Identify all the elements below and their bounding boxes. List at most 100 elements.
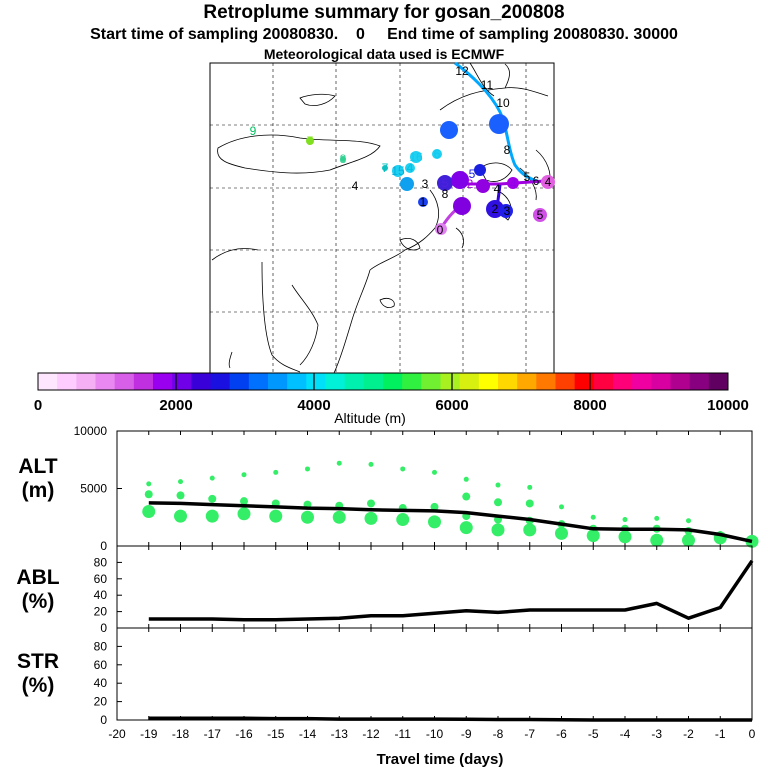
colorbar-swatch: [498, 373, 518, 390]
colorbar-swatch: [536, 373, 556, 390]
altitude-cluster-point: [682, 533, 695, 547]
map-day-label: 6: [434, 147, 441, 161]
altitude-cluster-point: [144, 490, 153, 499]
map-day-label: 4: [510, 177, 517, 191]
altitude-cluster-point: [428, 515, 441, 529]
plume-cluster-circle: [405, 163, 415, 173]
x-tick-label: -3: [651, 727, 662, 741]
altitude-cluster-point: [332, 510, 346, 524]
alt-label-line1: ALT: [18, 455, 58, 478]
colorbar-swatch: [632, 373, 652, 390]
y-tick-label: 0: [100, 539, 107, 553]
panel-frame: [116, 545, 753, 629]
plume-cluster-circle: [418, 197, 428, 207]
panel-frame: [116, 627, 753, 721]
altitude-cluster-point: [240, 497, 248, 506]
y-tick-label: 40: [94, 676, 108, 690]
map-day-label: 16: [409, 150, 423, 164]
map-day-label: 10: [496, 96, 510, 110]
x-tick-label: -20: [108, 727, 126, 741]
altitude-cluster-point: [555, 526, 568, 540]
altitude-cluster-point: [142, 505, 156, 518]
colorbar-swatch: [210, 373, 231, 390]
altitude-colorbar: 0 2000 4000 6000 8000 10000: [34, 372, 749, 414]
colorbar-swatch: [172, 373, 192, 390]
plume-cluster-circle: [476, 179, 490, 193]
y-tick-label: 40: [94, 588, 108, 602]
map-day-label: 9: [250, 124, 257, 138]
altitude-cluster-point: [622, 517, 628, 523]
plume-cluster-circle: [392, 165, 404, 177]
x-tick-label: -8: [493, 727, 504, 741]
abl-panel-label: ABL (%): [10, 566, 66, 614]
altitude-cluster-point: [301, 510, 314, 524]
abl-panel: 0 20 40 60 80: [94, 545, 754, 635]
map-day-label: 3: [422, 177, 429, 191]
x-tick-label: -13: [331, 727, 349, 741]
colorbar-swatch: [383, 373, 403, 390]
altitude-cluster-point: [650, 533, 664, 547]
met-data-note: Meteorological data used is ECMWF: [263, 46, 505, 62]
map-day-label: 2: [455, 173, 462, 187]
colorbar-swatch: [95, 373, 116, 390]
y-tick-label: 5000: [80, 482, 107, 496]
plume-cluster-circle: [453, 197, 471, 215]
abl-label-line1: ABL: [16, 566, 60, 589]
altitude-cluster-point: [396, 513, 410, 527]
y-tick-label: 10000: [74, 424, 108, 438]
altitude-cluster-point: [273, 469, 279, 475]
altitude-cluster-point: [305, 466, 310, 472]
colorbar-swatch: [402, 373, 422, 390]
x-tick-label: -17: [204, 727, 222, 741]
colorbar-tick-label: 4000: [297, 397, 330, 414]
colorbar-swatch: [306, 373, 326, 390]
altitude-cluster-point: [400, 466, 406, 472]
colorbar-swatch: [689, 373, 710, 390]
plume-cluster-circle: [435, 223, 447, 235]
x-tick-label: -7: [524, 727, 535, 741]
altitude-cluster-point: [174, 509, 187, 523]
y-tick-label: 0: [100, 713, 107, 727]
sampling-time-subtitle: Start time of sampling 20080830. 0 End t…: [90, 26, 678, 43]
y-tick-label: 20: [94, 605, 108, 619]
alt-panel-label: ALT (m): [10, 455, 66, 503]
map-day-label: 5: [469, 167, 476, 181]
map-day-label: 4: [407, 161, 414, 175]
colorbar-swatch: [344, 373, 365, 390]
map-day-label: 1: [420, 195, 427, 209]
alt-panel: 0 5000 10000: [74, 424, 759, 553]
colorbar-swatch: [325, 373, 346, 390]
colorbar-swatch: [670, 373, 691, 390]
x-tick-label: -6: [556, 727, 567, 741]
altitude-cluster-point: [209, 475, 215, 481]
coastlines: [211, 62, 551, 374]
colorbar-tick-label: 2000: [159, 397, 192, 414]
altitude-cluster-point: [269, 509, 283, 523]
altitude-cluster-point: [241, 472, 247, 478]
map-day-label: 7: [307, 134, 314, 148]
colorbar-swatch: [517, 373, 537, 390]
altitude-cluster-point: [559, 504, 564, 510]
colorbar-swatch: [229, 373, 250, 390]
map-day-label: 8: [340, 152, 347, 166]
y-tick-label: 60: [94, 658, 108, 672]
abl-label-line2: (%): [21, 590, 55, 613]
altitude-cluster-point: [491, 523, 505, 537]
str-label-line2: (%): [21, 674, 55, 697]
map-day-label: 15: [391, 164, 405, 178]
map-day-label: 5: [537, 208, 544, 222]
colorbar-swatch: [191, 373, 211, 390]
altitude-cluster-point: [368, 461, 374, 467]
colorbar-swatch: [57, 373, 77, 390]
colorbar-swatch: [133, 373, 154, 390]
map-day-label: 12: [400, 177, 414, 191]
colorbar-swatch: [593, 373, 614, 390]
plume-cluster-circle: [306, 137, 314, 145]
colorbar-tick-label: 6000: [435, 397, 468, 414]
plume-cluster-circle: [440, 121, 458, 139]
x-tick-label: -4: [620, 727, 631, 741]
series-line: [148, 501, 753, 544]
